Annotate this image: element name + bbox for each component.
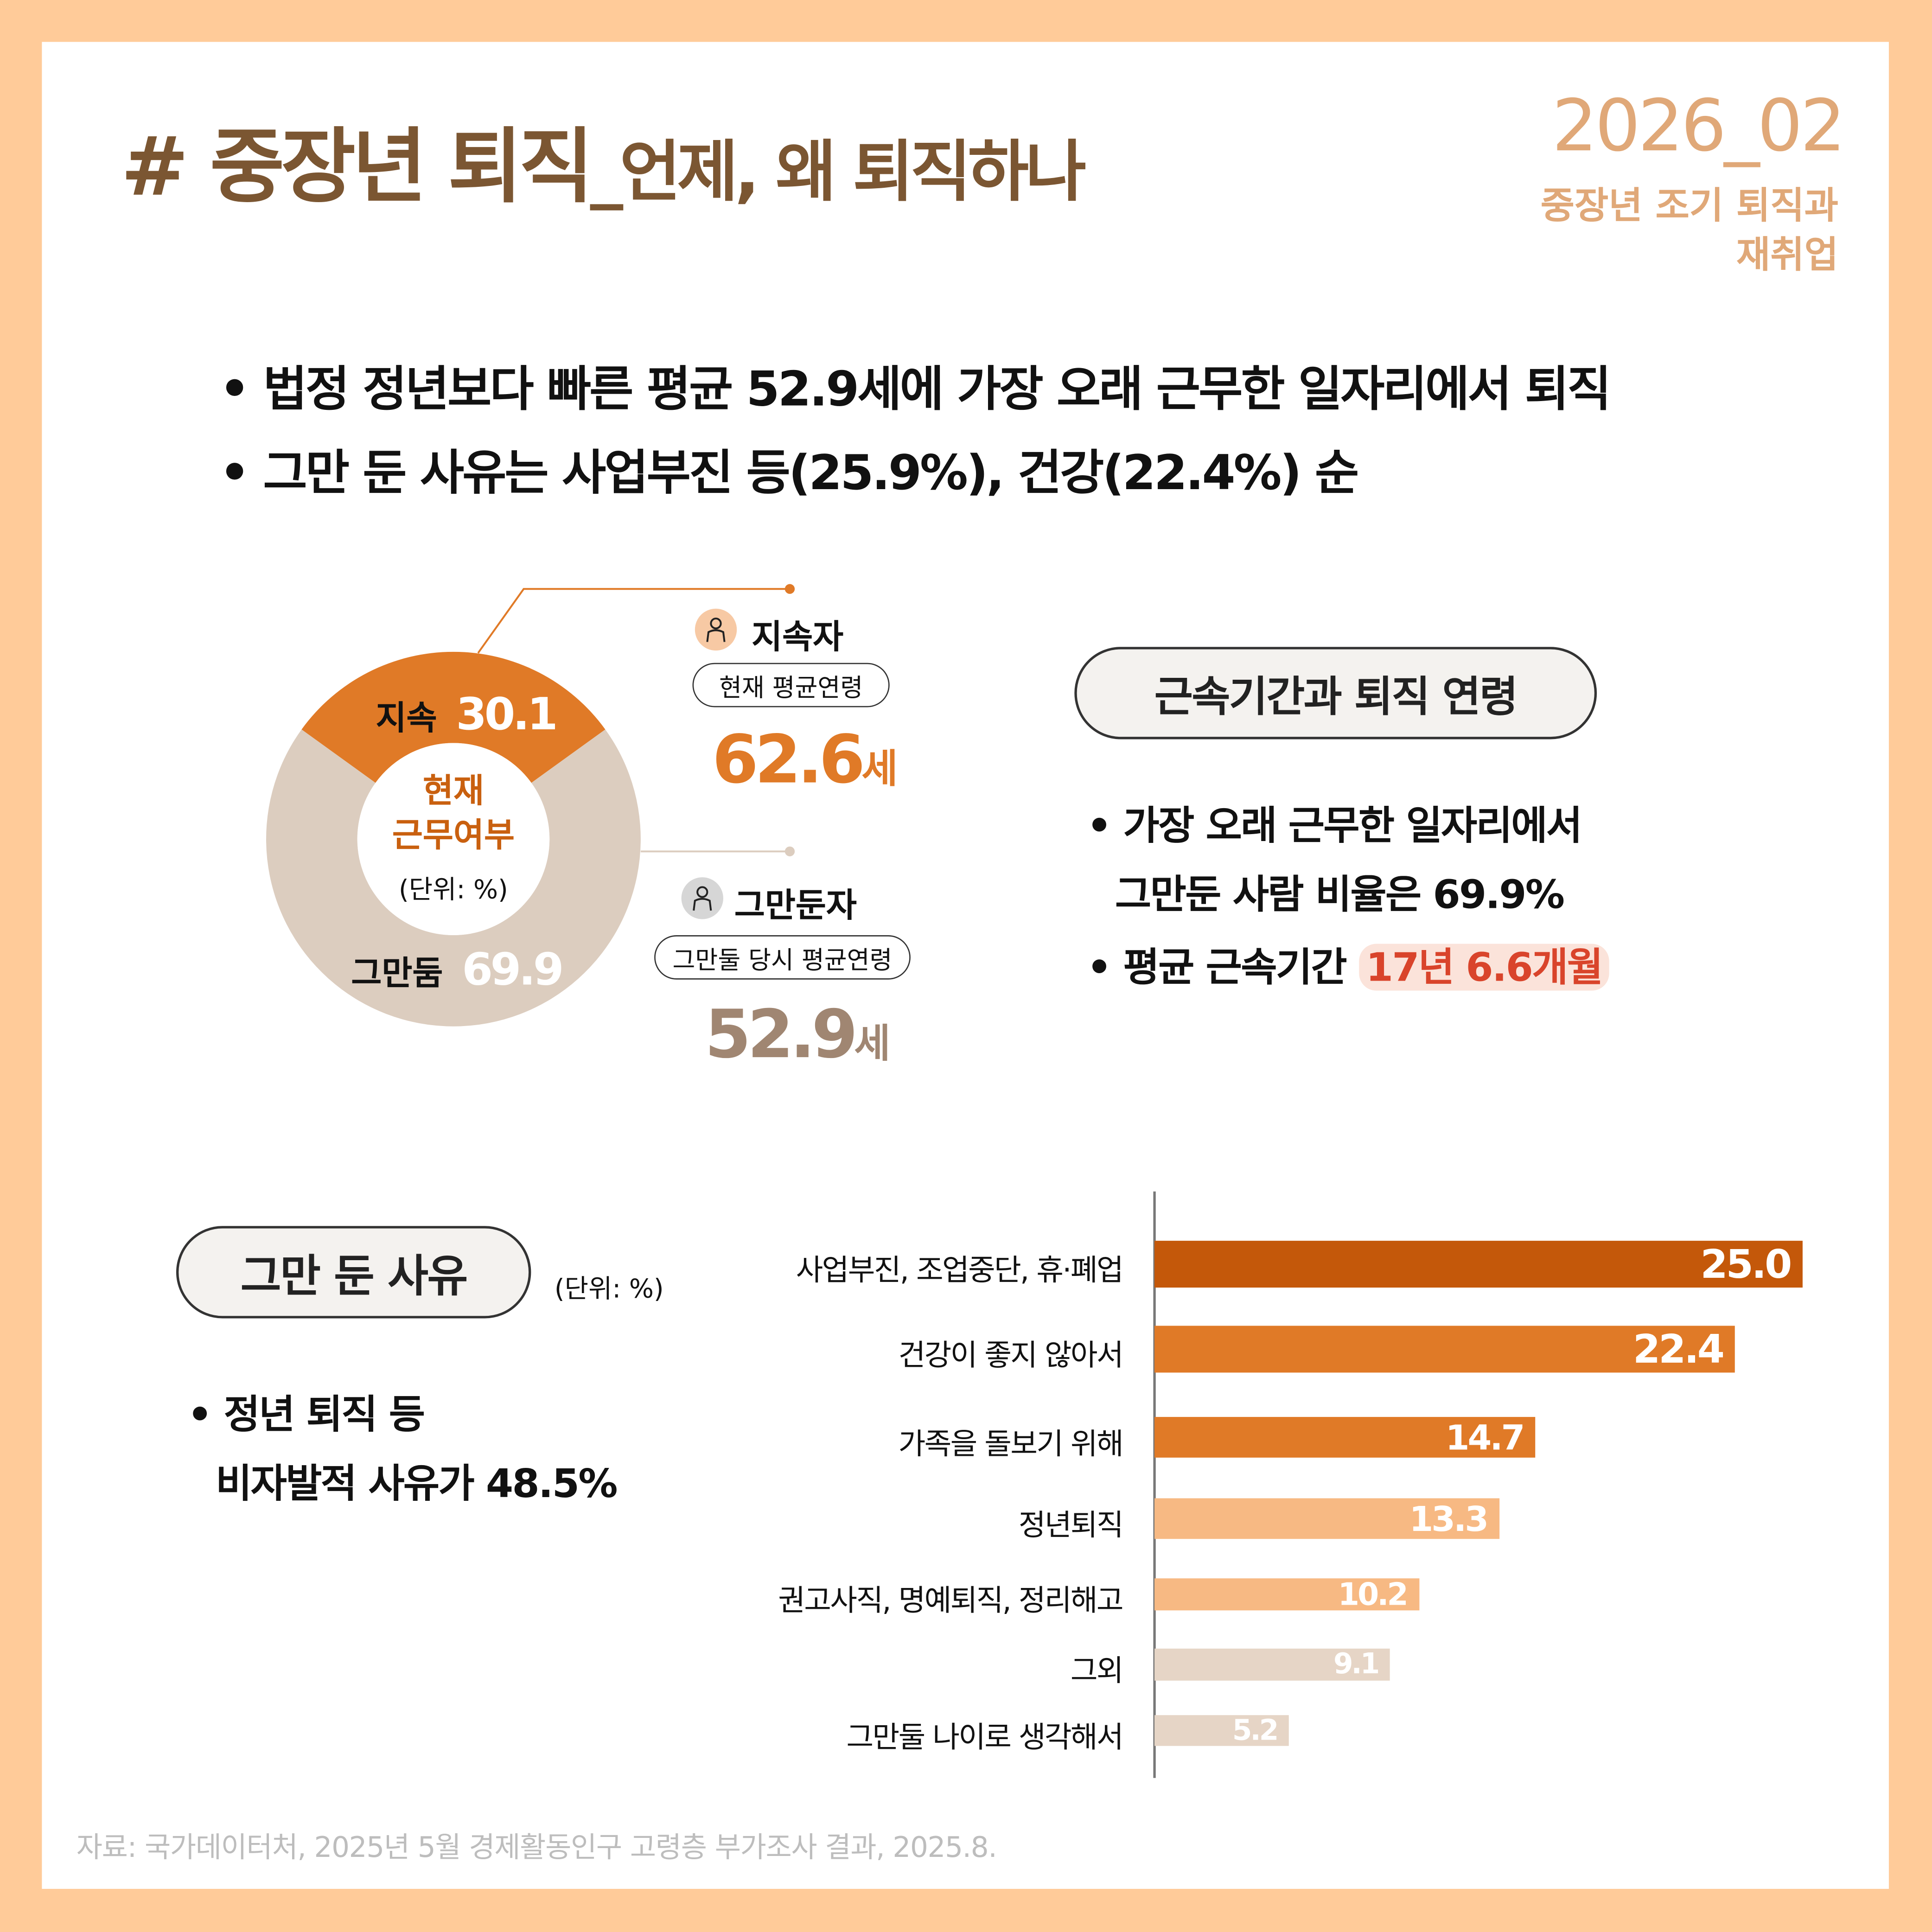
slice-label-quit: 그만둠 69.9: [351, 945, 564, 996]
donut-hole: [357, 743, 550, 936]
bar-value-label: 9.1: [1333, 1648, 1380, 1681]
stayers-age: 62.6세: [712, 721, 898, 799]
donut-slices: [266, 651, 641, 1027]
issue-number: 2026_02: [1552, 83, 1846, 168]
donut-slice-1: [266, 729, 641, 1027]
bar-6: 5.2: [1154, 1714, 1289, 1747]
source-note: 자료: 국가데이터처, 2025년 5월 경제활동인구 고령층 부가조사 결과,…: [76, 1832, 997, 1864]
bar-value-label: 13.3: [1409, 1498, 1489, 1539]
summary-bullet: • 그만 둔 사유는 사업부진 등(25.9%), 건강(22.4%) 순: [219, 446, 1359, 502]
bar-value-label: 10.2: [1338, 1576, 1409, 1613]
summary-text: 법정 정년보다 빠른 평균 52.9세에 가장 오래 근무한 일자리에서 퇴직: [263, 362, 1611, 418]
bar-value-label: 22.4: [1633, 1326, 1725, 1373]
bar-category-label: 가족을 돌보기 위해: [898, 1426, 1124, 1461]
reasons-unit: (단위: %): [554, 1274, 664, 1304]
bar-4: 10.2: [1154, 1576, 1419, 1613]
slice-label-stay: 지속 30.1: [376, 690, 558, 741]
bar-value-label: 25.0: [1700, 1241, 1792, 1288]
quitters-tag: 그만둘 당시 평균연령: [654, 935, 911, 980]
donut-center-title: 현재 근무여부: [392, 772, 515, 855]
title-main: # 중장년 퇴직: [121, 119, 593, 215]
bar-5: 9.1: [1154, 1648, 1390, 1681]
person-icon: [695, 608, 737, 651]
bar-1: 22.4: [1154, 1326, 1735, 1373]
quitters-label: 그만둔자: [734, 887, 857, 925]
page-title: # 중장년 퇴직_언제, 왜 퇴직하나: [121, 101, 1087, 219]
bar-category-label: 건강이 좋지 않아서: [898, 1338, 1124, 1373]
bar-category-label: 정년퇴직: [1018, 1507, 1124, 1542]
summary-bullet: • 법정 정년보다 빠른 평균 52.9세에 가장 오래 근무한 일자리에서 퇴…: [219, 362, 1612, 418]
summary-text: 그만 둔 사유는 사업부진 등(25.9%), 건강(22.4%) 순: [263, 446, 1359, 502]
bar-2: 14.7: [1154, 1417, 1536, 1458]
callout-dot: [784, 846, 795, 856]
stayers-tag: 현재 평균연령: [692, 663, 890, 708]
bar-category-label: 그외: [1070, 1653, 1124, 1688]
callout-dot: [784, 584, 795, 594]
tenure-bullet-2: • 평균 근속기간 17년 6.6개월: [1087, 937, 1610, 993]
reasons-bullet: • 정년 퇴직 등 비자발적 사유가 48.5%: [187, 1391, 618, 1507]
series-line: 재취업: [1736, 234, 1838, 277]
reasons-pill: 그만 둔 사유: [176, 1226, 531, 1319]
stayers-label: 지속자: [752, 618, 844, 657]
tenure-highlight: 17년 6.6개월: [1358, 944, 1610, 991]
bar-value-label: 14.7: [1445, 1417, 1525, 1458]
series-line: 중장년 조기 퇴직과: [1540, 185, 1838, 228]
tenure-bullet-1: • 가장 오래 근무한 일자리에서 그만둔 사람 비율은 69.9%: [1086, 802, 1582, 918]
stayers-callout-line: [477, 588, 790, 654]
bar-category-label: 권고사직, 명예퇴직, 정리해고: [778, 1583, 1123, 1618]
quitters-age: 52.9세: [705, 995, 891, 1073]
title-sub: _언제, 왜 퇴직하나: [590, 133, 1087, 211]
person-icon: [681, 877, 723, 919]
tenure-pill: 근속기간과 퇴직 연령: [1074, 647, 1597, 740]
donut-slice-0: [301, 651, 606, 783]
bar-value-label: 5.2: [1232, 1714, 1279, 1747]
bar-3: 13.3: [1154, 1498, 1499, 1539]
donut-unit: (단위: %): [399, 874, 508, 905]
bar-0: 25.0: [1154, 1241, 1803, 1288]
chart-axis: [1153, 1191, 1155, 1778]
bar-category-label: 그만둘 나이로 생각해서: [846, 1719, 1124, 1754]
bar-category-label: 사업부진, 조업중단, 휴·폐업: [796, 1253, 1124, 1288]
